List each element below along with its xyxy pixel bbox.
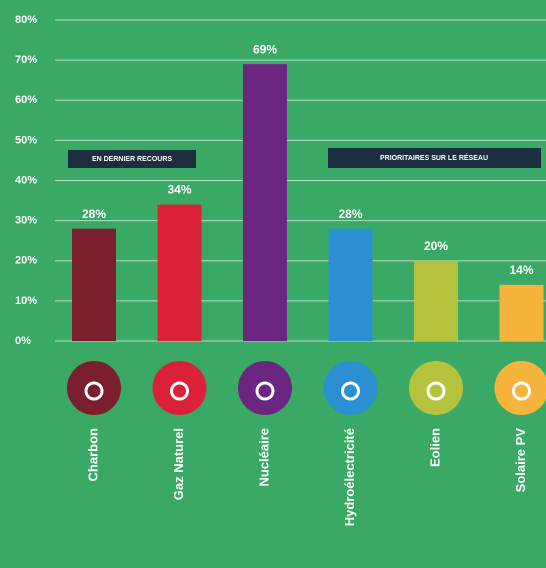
x-tick-label: Charbon	[85, 428, 100, 482]
annotation-box	[68, 150, 196, 168]
value-label: 28%	[338, 207, 362, 221]
x-tick-label: Hydroélectricité	[342, 428, 357, 526]
x-tick-label: Nucléaire	[256, 428, 271, 487]
y-tick-label: 80%	[15, 14, 37, 26]
category-icon	[67, 361, 121, 415]
annotation: EN DERNIER RECOURS	[92, 156, 172, 163]
bar	[328, 228, 373, 341]
category-icon	[494, 361, 546, 415]
y-tick-label: 40%	[15, 174, 37, 186]
y-tick-label: 60%	[15, 94, 37, 106]
y-tick-label: 30%	[15, 215, 37, 227]
value-label: 20%	[424, 239, 448, 253]
category-icon	[409, 361, 463, 415]
x-tick-label: Gaz Naturel	[171, 428, 186, 500]
icon-glyph	[426, 381, 446, 401]
x-tick-label: Eolien	[427, 428, 442, 467]
y-tick-label: 0%	[15, 335, 31, 347]
bar	[72, 228, 116, 341]
category-icon	[152, 361, 207, 415]
icon-glyph	[341, 381, 360, 401]
value-label: 28%	[82, 207, 106, 221]
bar	[499, 284, 544, 341]
y-tick-label: 50%	[15, 134, 37, 146]
value-label: 69%	[253, 42, 277, 56]
icon-glyph	[170, 381, 189, 401]
y-tick-label: 20%	[15, 255, 37, 267]
bar	[157, 204, 202, 341]
category-icon	[238, 361, 292, 415]
icon-glyph	[84, 381, 104, 401]
value-label: 14%	[509, 263, 533, 277]
category-icon	[323, 361, 378, 415]
icon-glyph	[512, 381, 531, 401]
x-tick-label: Solaire PV	[513, 428, 528, 493]
y-tick-label: 70%	[15, 54, 37, 66]
bar	[243, 64, 287, 341]
value-label: 34%	[167, 183, 191, 197]
y-tick-label: 10%	[15, 295, 37, 307]
icon-glyph	[255, 381, 275, 401]
bar	[414, 260, 458, 341]
annotation-box	[328, 148, 541, 168]
annotation: PRIORITAIRES SUR LE RÉSEAU	[380, 153, 488, 162]
